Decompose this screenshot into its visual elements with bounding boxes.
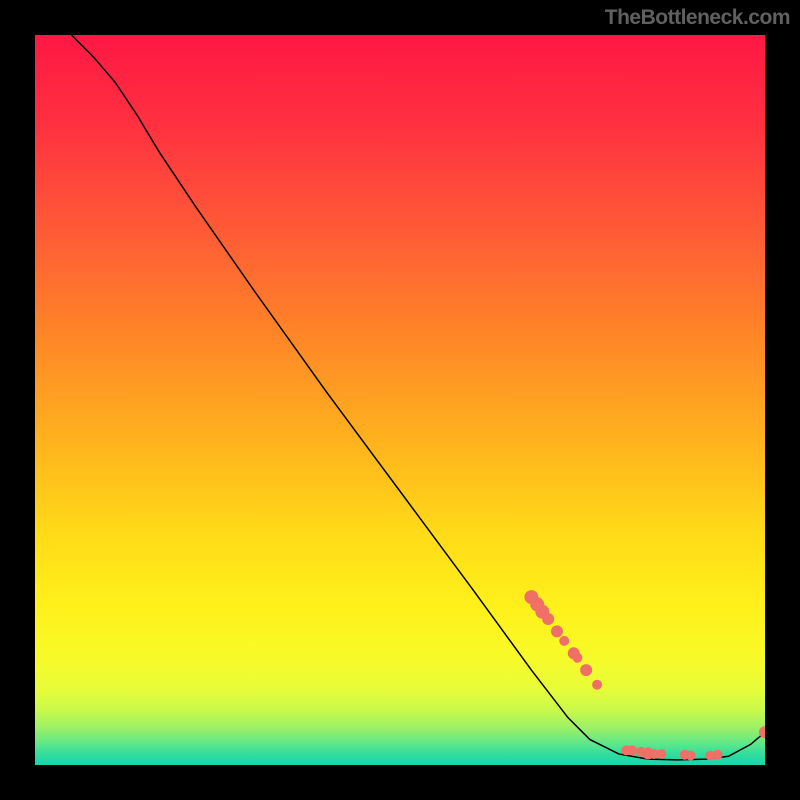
marker-point xyxy=(592,680,602,690)
marker-point xyxy=(580,664,592,676)
marker-point xyxy=(559,636,569,646)
marker-point xyxy=(686,751,696,761)
marker-point xyxy=(656,749,666,759)
plot-area xyxy=(35,35,765,765)
chart-overlay xyxy=(35,35,765,765)
watermark-text: TheBottleneck.com xyxy=(605,6,790,30)
marker-group xyxy=(524,590,765,760)
marker-point xyxy=(542,613,554,625)
marker-point xyxy=(572,653,582,663)
chart-frame: TheBottleneck.com xyxy=(0,0,800,800)
marker-point xyxy=(713,750,723,760)
marker-point xyxy=(627,745,637,755)
curve-line xyxy=(72,35,766,760)
marker-point xyxy=(551,625,563,637)
